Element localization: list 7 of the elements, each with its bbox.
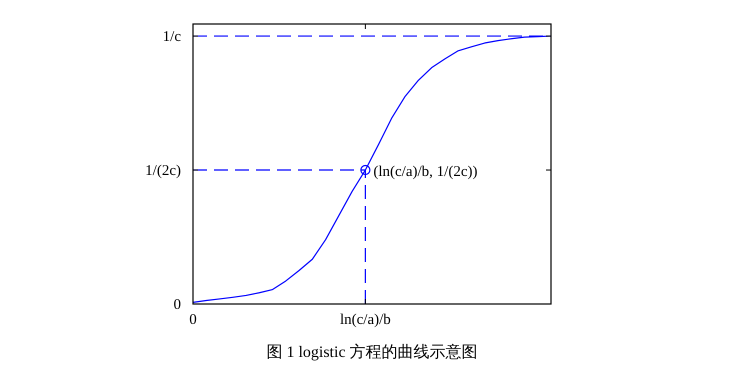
yticks[1]: 1/(2c) (145, 163, 181, 180)
annotations[1]: 图 1 logistic 方程的曲线示意图 (266, 344, 478, 361)
categories[0]: 0 (189, 312, 197, 328)
yticks[0]: 0 (174, 297, 181, 313)
annotations[0]: (ln(c/a)/b, 1/(2c)) (373, 164, 478, 180)
yticks[2]: 1/c (162, 29, 181, 46)
categories[13]: ln(c/a)/b (340, 312, 391, 328)
